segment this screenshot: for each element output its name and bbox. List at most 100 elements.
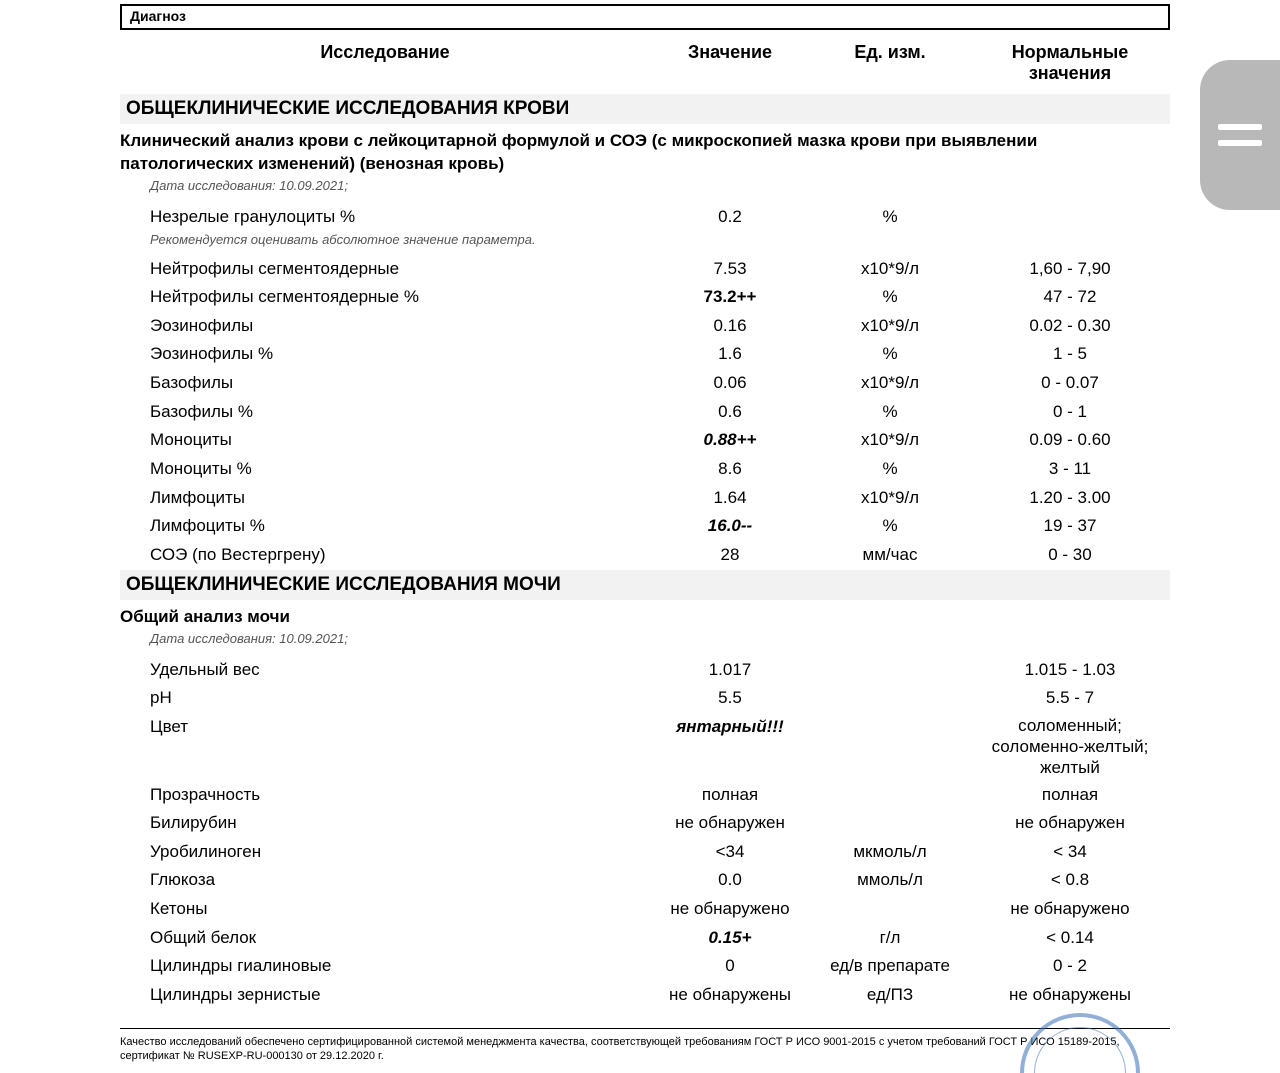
test-unit: % (810, 342, 970, 367)
test-name: pH (150, 686, 650, 711)
test-unit: x10*9/л (810, 257, 970, 282)
col-header-unit: Ед. изм. (810, 42, 970, 84)
col-header-ref: Нормальные значения (970, 42, 1170, 84)
test-ref-range: < 34 (970, 840, 1170, 865)
table-row: Кетоныне обнаруженоне обнаружено (120, 895, 1170, 924)
diagnosis-label: Диагноз (130, 8, 186, 24)
test-ref-range: не обнаружено (970, 897, 1170, 922)
test-ref-range: 1.20 - 3.00 (970, 486, 1170, 511)
section-blood-title: ОБЩЕКЛИНИЧЕСКИЕ ИССЛЕДОВАНИЯ КРОВИ (120, 94, 1170, 124)
test-value: 8.6 (650, 457, 810, 482)
test-value: не обнаружены (650, 983, 810, 1008)
section-urine-subtitle: Общий анализ мочи (120, 600, 1170, 629)
table-row: Незрелые гранулоциты %0.2% (120, 203, 1170, 232)
table-row: Уробилиноген<34мкмоль/л< 34 (120, 838, 1170, 867)
table-row: Удельный вес1.0171.015 - 1.03 (120, 656, 1170, 685)
table-row: Цветянтарный!!! соломенный; соломенно-жел… (120, 713, 1170, 781)
test-value: 1.64 (650, 486, 810, 511)
test-unit: ед/ПЗ (810, 983, 970, 1008)
table-row: Нейтрофилы сегментоядерные %73.2++%47 - … (120, 283, 1170, 312)
col-header-value: Значение (650, 42, 810, 84)
test-value: 0.0 (650, 868, 810, 893)
test-ref-range: 47 - 72 (970, 285, 1170, 310)
test-value: не обнаружено (650, 897, 810, 922)
table-row: Нейтрофилы сегментоядерные7.53x10*9/л1,6… (120, 255, 1170, 284)
test-value: 7.53 (650, 257, 810, 282)
test-value: 73.2++ (650, 285, 810, 310)
test-value: 0.06 (650, 371, 810, 396)
table-row: Эозинофилы %1.6%1 - 5 (120, 340, 1170, 369)
test-unit (810, 715, 970, 779)
test-value: янтарный!!! (650, 715, 810, 779)
menu-bar-icon (1218, 124, 1262, 130)
test-ref-range: не обнаружены (970, 983, 1170, 1008)
test-name: Цилиндры гиалиновые (150, 954, 650, 979)
test-ref-range: 0.02 - 0.30 (970, 314, 1170, 339)
test-ref-range: соломенный; соломенно-желтый; желтый (970, 715, 1170, 779)
test-unit: ед/в препарате (810, 954, 970, 979)
test-name: Глюкоза (150, 868, 650, 893)
test-ref-range: полная (970, 783, 1170, 808)
test-name: СОЭ (по Вестергрену) (150, 543, 650, 568)
test-ref-range: 19 - 37 (970, 514, 1170, 539)
col-header-test: Исследование (120, 42, 650, 84)
test-value: полная (650, 783, 810, 808)
test-name: Билирубин (150, 811, 650, 836)
test-name: Цилиндры зернистые (150, 983, 650, 1008)
section-blood-subtitle: Клинический анализ крови с лейкоцитарной… (120, 124, 1170, 176)
table-row: Общий белок0.15+г/л< 0.14 (120, 924, 1170, 953)
footer-text: Качество исследований обеспечено сертифи… (120, 1029, 1170, 1064)
test-value: 0.2 (650, 205, 810, 230)
section-blood-date: Дата исследования: 10.09.2021; (120, 176, 1170, 203)
test-name: Кетоны (150, 897, 650, 922)
test-unit: ммоль/л (810, 868, 970, 893)
table-row: Лимфоциты %16.0--%19 - 37 (120, 512, 1170, 541)
table-row: Базофилы0.06x10*9/л0 - 0.07 (120, 369, 1170, 398)
test-name: Эозинофилы (150, 314, 650, 339)
test-ref-range: 0 - 30 (970, 543, 1170, 568)
test-value: 0.16 (650, 314, 810, 339)
parameter-note: Рекомендуется оценивать абсолютное значе… (120, 232, 1170, 255)
test-unit: % (810, 514, 970, 539)
test-name: Моноциты % (150, 457, 650, 482)
side-menu-tab[interactable] (1200, 60, 1280, 210)
test-unit: % (810, 205, 970, 230)
table-row: Цилиндры гиалиновые0ед/в препарате0 - 2 (120, 952, 1170, 981)
test-value: не обнаружен (650, 811, 810, 836)
table-row: Базофилы %0.6%0 - 1 (120, 398, 1170, 427)
test-name: Цвет (150, 715, 650, 779)
test-name: Базофилы (150, 371, 650, 396)
test-unit: x10*9/л (810, 371, 970, 396)
column-headers: Исследование Значение Ед. изм. Нормальны… (120, 38, 1170, 94)
test-unit: г/л (810, 926, 970, 951)
table-row: Прозрачностьполнаяполная (120, 781, 1170, 810)
test-name: Прозрачность (150, 783, 650, 808)
test-ref-range: 0.09 - 0.60 (970, 428, 1170, 453)
test-name: Базофилы % (150, 400, 650, 425)
test-name: Лимфоциты % (150, 514, 650, 539)
test-ref-range: < 0.8 (970, 868, 1170, 893)
test-name: Лимфоциты (150, 486, 650, 511)
table-row: Цилиндры зернистыене обнаруженыед/ПЗне о… (120, 981, 1170, 1010)
test-unit (810, 811, 970, 836)
test-ref-range: 1.015 - 1.03 (970, 658, 1170, 683)
test-unit: % (810, 457, 970, 482)
test-value: <34 (650, 840, 810, 865)
test-unit: % (810, 285, 970, 310)
table-row: СОЭ (по Вестергрену)28мм/час0 - 30 (120, 541, 1170, 570)
table-row: pH5.55.5 - 7 (120, 684, 1170, 713)
test-unit: x10*9/л (810, 314, 970, 339)
test-value: 1.6 (650, 342, 810, 367)
test-unit (810, 897, 970, 922)
table-row: Моноциты %8.6%3 - 11 (120, 455, 1170, 484)
diagnosis-box: Диагноз (120, 4, 1170, 30)
table-row: Эозинофилы0.16x10*9/л0.02 - 0.30 (120, 312, 1170, 341)
test-ref-range: 1 - 5 (970, 342, 1170, 367)
test-unit: мм/час (810, 543, 970, 568)
test-value: 0.6 (650, 400, 810, 425)
test-ref-range: 0 - 0.07 (970, 371, 1170, 396)
test-name: Эозинофилы % (150, 342, 650, 367)
test-value: 0.15+ (650, 926, 810, 951)
table-row: Билирубинне обнаруженне обнаружен (120, 809, 1170, 838)
test-unit (810, 686, 970, 711)
